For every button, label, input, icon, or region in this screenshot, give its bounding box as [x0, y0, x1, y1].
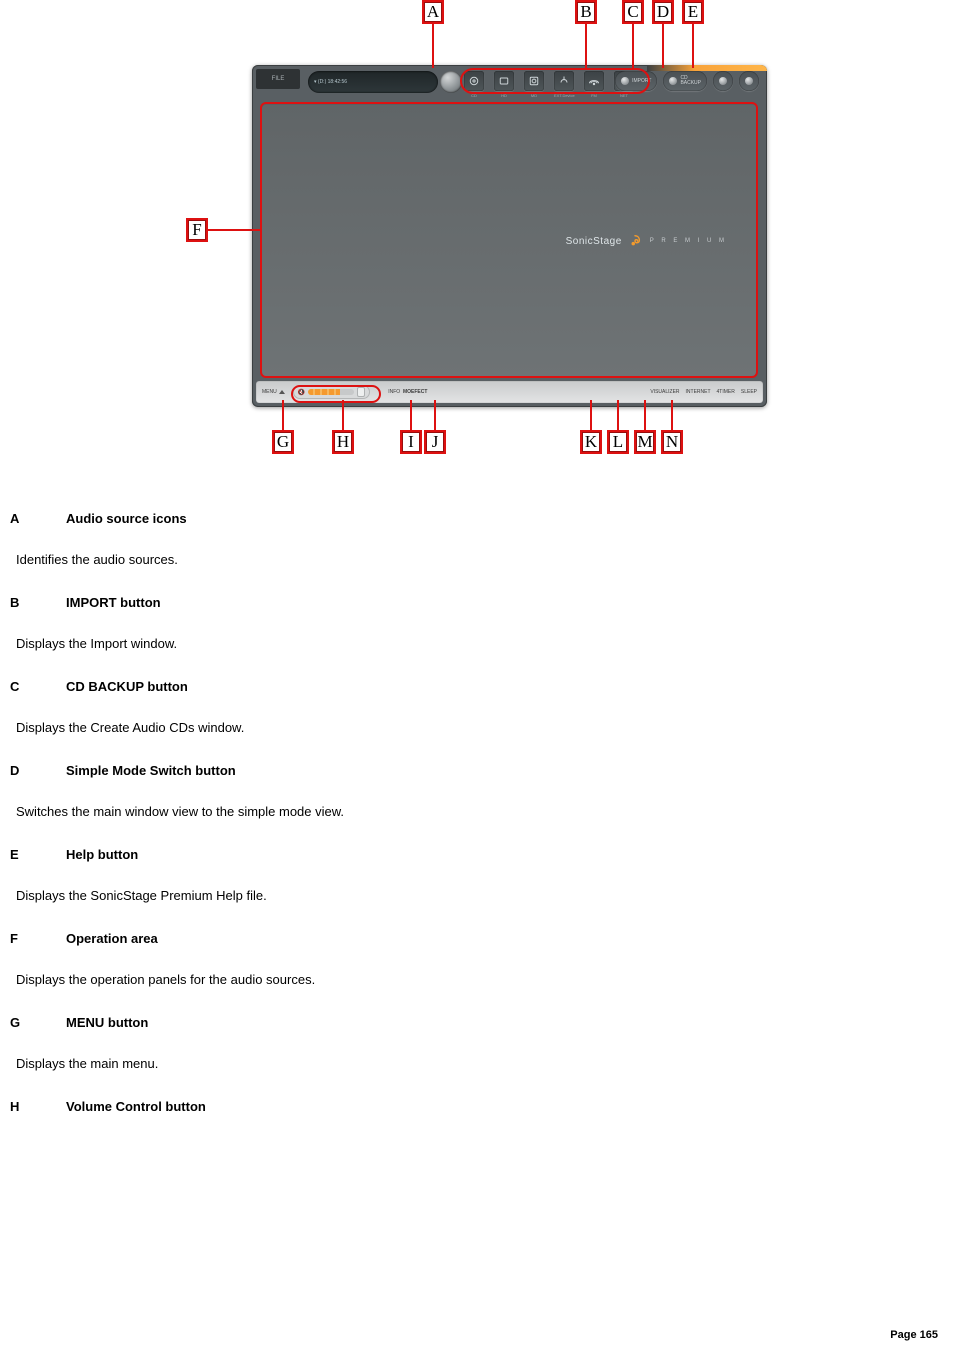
bottom-bar: MENU 🔇 INFO MOEFECT VISUALIZER INTERNET … [256, 381, 763, 403]
definitions-list: A Audio source icons Identifies the audio… [8, 511, 946, 1114]
callout-K: K [580, 430, 602, 454]
def-letter: D [10, 763, 24, 778]
sleep-button[interactable]: SLEEP [741, 389, 757, 395]
def-title: Operation area [66, 931, 158, 946]
internet-button[interactable]: INTERNET [686, 389, 711, 395]
callout-C: C [622, 0, 644, 24]
volume-track[interactable] [308, 389, 354, 395]
brand-sub: P R E M I U M [650, 238, 727, 244]
info-value: MOEFECT [403, 389, 427, 395]
def-title: IMPORT button [66, 595, 161, 610]
callout-H: H [332, 430, 354, 454]
callout-I: I [400, 430, 422, 454]
mute-icon[interactable]: 🔇 [298, 389, 305, 396]
definition-item: A Audio source icons Identifies the audio… [10, 511, 944, 567]
app-window: FILE ▾ (D:) 18:42:56 CD HD MD EXT.Device… [252, 65, 767, 407]
def-title: Simple Mode Switch button [66, 763, 236, 778]
menu-button-label: MENU [262, 389, 277, 395]
def-letter: B [10, 595, 24, 610]
def-body: Displays the operation panels for the au… [16, 972, 944, 987]
callout-F: F [186, 218, 208, 242]
callout-G: G [272, 430, 294, 454]
def-body: Displays the Create Audio CDs window. [16, 720, 944, 735]
info-label: INFO [388, 389, 400, 395]
definition-item: G MENU button Displays the main menu. [10, 1015, 944, 1071]
def-body: Displays the Import window. [16, 636, 944, 651]
dot-icon [719, 77, 727, 85]
def-letter: H [10, 1099, 24, 1114]
def-letter: A [10, 511, 24, 526]
definition-item: H Volume Control button [10, 1099, 944, 1114]
source-hd-icon[interactable] [494, 71, 514, 91]
volume-control[interactable]: 🔇 [293, 385, 370, 399]
def-title: Audio source icons [66, 511, 187, 526]
dot-icon [621, 77, 629, 85]
def-body: Identifies the audio sources. [16, 552, 944, 567]
callout-L: L [607, 430, 629, 454]
file-menu-button[interactable]: FILE [256, 69, 300, 89]
simple-mode-switch-button[interactable] [713, 71, 733, 91]
cd-backup-button[interactable]: CD BACKUP [663, 71, 707, 91]
dot-icon [669, 77, 677, 85]
src-label: EXT.Device [554, 93, 574, 98]
callout-E: E [682, 0, 704, 24]
def-body: Displays the main menu. [16, 1056, 944, 1071]
dot-icon [745, 77, 753, 85]
callout-B: B [575, 0, 597, 24]
def-body: Displays the SonicStage Premium Help fil… [16, 888, 944, 903]
def-letter: F [10, 931, 24, 946]
definition-item: E Help button Displays the SonicStage Pre… [10, 847, 944, 903]
brand-main: SonicStage [566, 236, 622, 247]
callout-J: J [424, 430, 446, 454]
def-letter: C [10, 679, 24, 694]
def-title: Volume Control button [66, 1099, 206, 1114]
brand-logo-text: SonicStage P R E M I U M [566, 234, 727, 248]
triangle-up-icon [279, 390, 285, 394]
definition-item: F Operation area Displays the operation p… [10, 931, 944, 987]
source-fm-icon[interactable] [584, 71, 604, 91]
src-label: MD [524, 93, 544, 98]
def-letter: E [10, 847, 24, 862]
callout-M: M [634, 430, 656, 454]
callout-A: A [422, 0, 444, 24]
menu-button[interactable]: MENU [262, 389, 285, 395]
operation-area: SonicStage P R E M I U M [262, 105, 757, 377]
def-title: MENU button [66, 1015, 148, 1030]
annotated-diagram: A B C D E F G H I J K L M N FILE ▾ (D:) … [162, 0, 792, 475]
definition-item: C CD BACKUP button Displays the Create Au… [10, 679, 944, 735]
cd-backup-button-label: CD BACKUP [680, 76, 701, 86]
timer-button[interactable]: 4TIMER [717, 389, 735, 395]
src-label: HD [494, 93, 514, 98]
callout-N: N [661, 430, 683, 454]
src-label: NET [614, 93, 634, 98]
def-title: Help button [66, 847, 138, 862]
source-ext-icon[interactable] [554, 71, 574, 91]
src-label: CD [464, 93, 484, 98]
jog-dial[interactable] [440, 71, 462, 93]
def-title: CD BACKUP button [66, 679, 188, 694]
visualizer-button[interactable]: VISUALIZER [650, 389, 679, 395]
page-number: Page 165 [890, 1329, 938, 1341]
info-panel[interactable]: INFO MOEFECT [388, 389, 431, 395]
audio-source-labels: CD HD MD EXT.Device FM NET [464, 93, 634, 98]
bottom-right-buttons: VISUALIZER INTERNET 4TIMER SLEEP [650, 389, 757, 395]
import-button[interactable]: IMPORT [615, 71, 657, 91]
src-label: FM [584, 93, 604, 98]
help-button[interactable] [739, 71, 759, 91]
volume-knob[interactable] [357, 387, 365, 397]
def-letter: G [10, 1015, 24, 1030]
source-md-icon[interactable] [524, 71, 544, 91]
definition-item: B IMPORT button Displays the Import windo… [10, 595, 944, 651]
sonicstage-logo-icon [628, 234, 642, 248]
lcd-display: ▾ (D:) 18:42:56 [308, 71, 438, 93]
def-body: Switches the main window view to the sim… [16, 804, 944, 819]
import-button-label: IMPORT [632, 78, 651, 84]
definition-item: D Simple Mode Switch button Switches the … [10, 763, 944, 819]
source-cd-icon[interactable] [464, 71, 484, 91]
audio-source-icons [464, 71, 634, 91]
callout-D: D [652, 0, 674, 24]
